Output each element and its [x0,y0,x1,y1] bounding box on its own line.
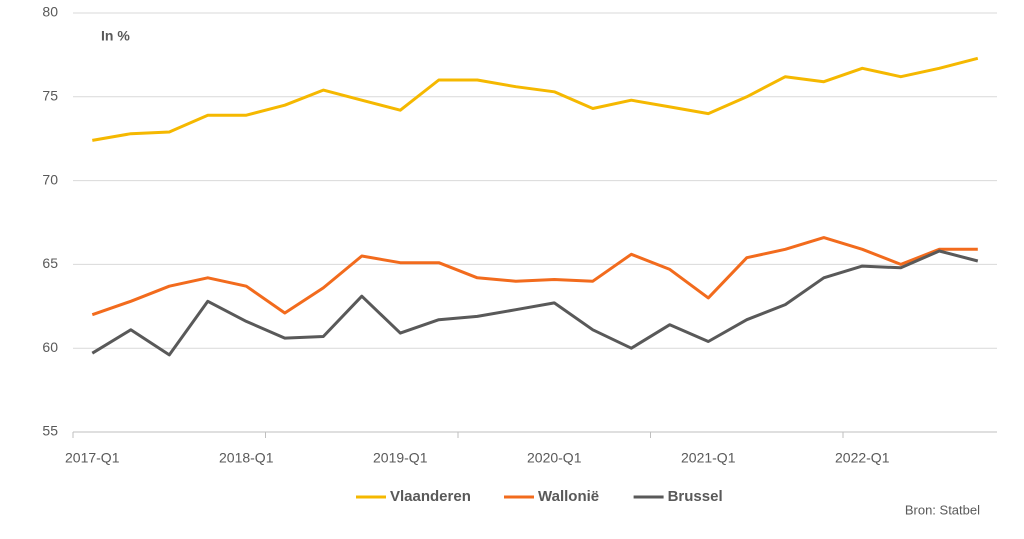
x-tick-label: 2017-Q1 [65,450,120,466]
series-line [91,249,979,357]
y-tick-label: 65 [42,255,58,271]
source-annotation: Bron: Statbel [905,502,980,517]
x-tick-label: 2019-Q1 [373,450,428,466]
y-tick-label: 80 [42,4,58,20]
series-line [91,236,978,317]
legend-label: Brussel [668,488,723,505]
y-tick-label: 75 [42,88,58,104]
x-tick-label: 2021-Q1 [681,450,736,466]
y-tick-label: 55 [42,423,58,439]
legend-label: Wallonië [538,488,599,505]
y-tick-label: 70 [42,171,58,187]
x-tick-label: 2018-Q1 [219,450,274,466]
series-line [92,56,979,142]
x-tick-label: 2020-Q1 [527,450,582,466]
x-tick-label: 2022-Q1 [835,450,890,466]
legend-label: Vlaanderen [390,488,471,505]
y-tick-label: 60 [42,339,58,355]
unit-annotation: In % [101,28,130,44]
